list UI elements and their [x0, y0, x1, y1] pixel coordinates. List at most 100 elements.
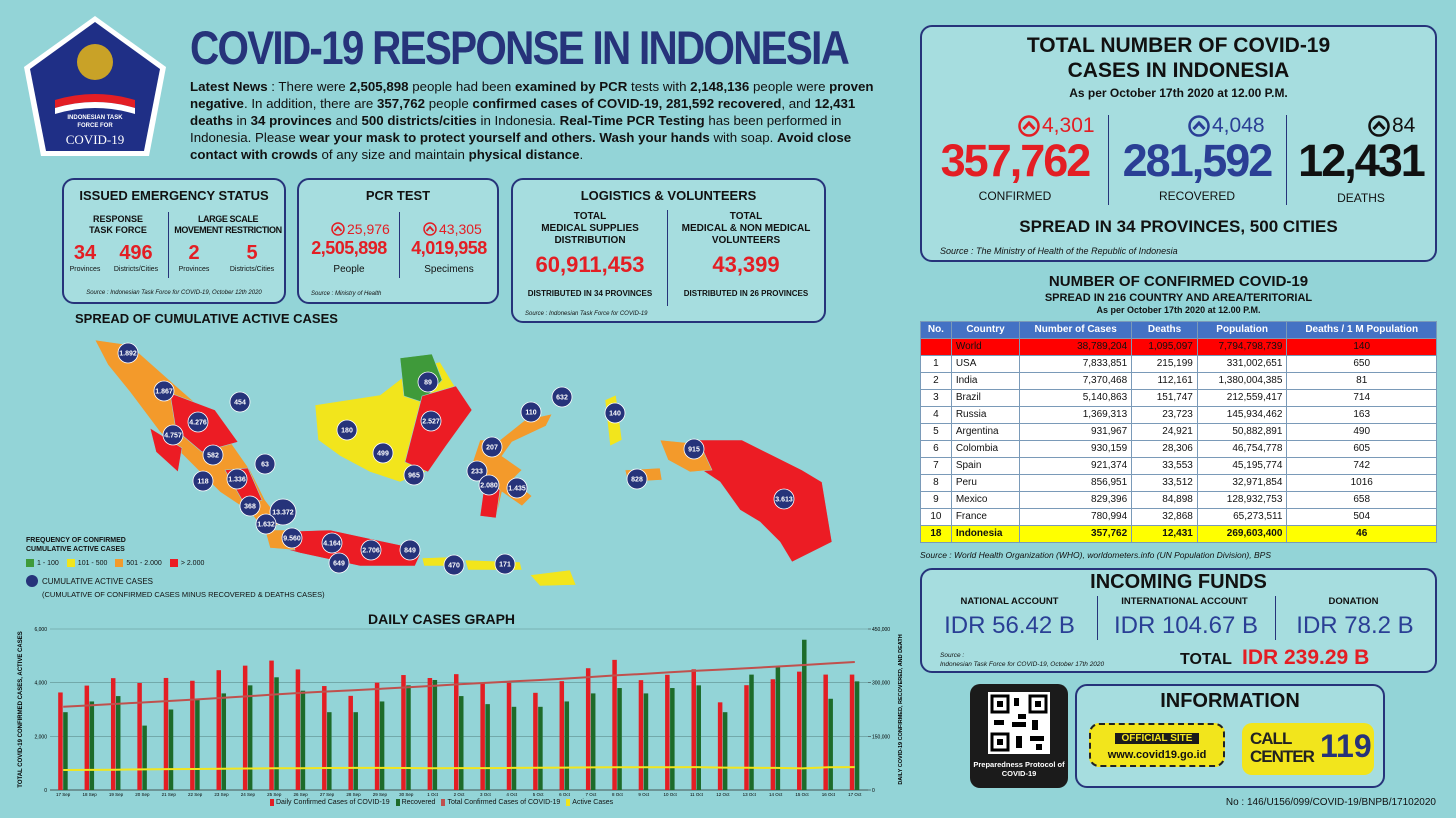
table-cell: 50,882,891: [1196, 423, 1288, 441]
bar: [379, 701, 385, 790]
asof: As per October 17th 2020 at 12.00 P.M.: [1096, 305, 1261, 315]
table-cell: 921,374: [1019, 457, 1133, 475]
bubble-label: 9.560: [283, 536, 301, 543]
legend-label: 501 - 2.000: [126, 559, 162, 567]
status-label: Districts/Cities: [113, 266, 159, 273]
table-subtitle: SPREAD IN 216 COUNTRY AND AREA/TERITORIA…: [1044, 292, 1313, 304]
pcr-value: 4,019,958: [411, 238, 487, 258]
bubble-label: 499: [377, 451, 389, 458]
table-row: 1 USA 7,833,851 215,199 331,002,651 650: [920, 355, 1437, 373]
table-cell: 18: [920, 525, 952, 543]
x-tick-label: 27 Sep: [320, 792, 335, 797]
table-cell: Spain: [950, 457, 1021, 475]
bar: [638, 680, 644, 790]
separator: [1275, 596, 1276, 640]
bar: [163, 677, 169, 790]
heading-line: MEDICAL SUPPLIES: [541, 223, 639, 234]
table-row: 2 India 7,370,468 112,161 1,380,004,385 81: [920, 372, 1437, 390]
bubble-label: 470: [448, 563, 460, 570]
table-cell: 5: [920, 423, 952, 441]
bubble-label: 207: [486, 445, 498, 452]
x-tick-label: 20 Sep: [135, 792, 150, 797]
table-cell: Colombia: [950, 440, 1021, 458]
table-cell: 742: [1286, 457, 1437, 475]
bar: [717, 702, 723, 790]
bar: [538, 706, 543, 790]
bar: [828, 698, 833, 790]
shape: [1368, 115, 1390, 137]
legend-item: Daily Confirmed Cases of COVID-19: [270, 799, 390, 806]
title-line: TOTAL NUMBER OF COVID-19: [1026, 34, 1331, 57]
table-cell: 650: [1286, 355, 1437, 373]
y2-tick-label: 300,000: [872, 681, 890, 687]
bar: [511, 706, 517, 790]
bar: [58, 692, 63, 790]
shape: [1012, 722, 1026, 727]
shape: [997, 701, 1003, 707]
map-bubble: [255, 513, 277, 535]
legend-swatch: [441, 799, 446, 806]
bubble-label: 915: [688, 447, 700, 454]
x-tick-label: 6 Oct: [559, 792, 571, 797]
table-cell: USA: [950, 355, 1021, 373]
up-icon: [423, 222, 437, 236]
status-label: Provinces: [69, 266, 101, 273]
table-cell: 3: [920, 389, 952, 407]
x-tick-label: 10 Oct: [663, 792, 677, 797]
column-header: Country: [950, 321, 1021, 339]
source: Source : World Health Organization (WHO)…: [920, 550, 1271, 560]
logistics-note: DISTRIBUTED IN 26 PROVINCES: [683, 289, 809, 298]
total-label: CONFIRMED: [978, 189, 1052, 203]
table-cell: Mexico: [950, 491, 1021, 509]
bar: [242, 665, 248, 790]
bar: [485, 704, 490, 790]
shape: [1018, 115, 1040, 137]
x-tick-label: 29 Sep: [373, 792, 388, 797]
table-cell: 4: [920, 406, 952, 424]
bubble-label: 233: [471, 469, 483, 476]
bar: [749, 674, 754, 790]
bubble-label: 89: [424, 380, 432, 387]
table-cell: 504: [1286, 508, 1437, 526]
table-cell: France: [950, 508, 1021, 526]
island: [681, 439, 833, 563]
x-tick-label: 7 Oct: [586, 792, 598, 797]
logo-flag: [55, 94, 135, 108]
line: [63, 766, 855, 772]
x-tick-label: 28 Sep: [346, 792, 361, 797]
logistics-heading: TOTAL MEDICAL & NON MEDICAL VOLUNTEERS: [669, 211, 823, 247]
bubble-label: 110: [525, 410, 536, 417]
y2-tick-label: 0: [872, 788, 875, 794]
change: 25,976: [347, 221, 390, 237]
news-text: .: [579, 147, 584, 162]
legend-line: FREQUENCY OF CONFIRMED: [26, 537, 126, 544]
table-cell: Brazil: [950, 389, 1021, 407]
news-text: . In addition, there are: [243, 96, 378, 111]
table-cell: 856,951: [1019, 474, 1133, 492]
news-text: : There were: [267, 79, 350, 94]
up-icon: [1018, 115, 1040, 137]
news-text: in: [232, 113, 251, 128]
bubble-label: 140: [609, 411, 621, 418]
box-title: INFORMATION: [1160, 690, 1300, 712]
table-cell: 357,762: [1019, 525, 1133, 543]
map: [94, 339, 833, 587]
legend-swatch: [566, 799, 571, 806]
bar: [322, 686, 327, 790]
footer: No : 146/U156/099/COVID-19/BNPB/17102020: [1225, 797, 1436, 808]
x-tick-label: 4 Oct: [506, 792, 518, 797]
x-tick-label: 11 Oct: [690, 792, 704, 797]
legend-label: 101 - 500: [77, 559, 108, 567]
x-tick-label: 1 Oct: [427, 792, 439, 797]
x-tick-label: 2 Oct: [454, 792, 466, 797]
legend-swatch: [66, 559, 75, 567]
legend-swatch: [395, 799, 400, 806]
news-text: Avoid close contact with crowds: [190, 130, 852, 162]
status-value: 2: [188, 242, 200, 264]
asof: As per October 17th 2020 at 12.00 P.M.: [1069, 86, 1288, 100]
news-text: 12,431 deaths: [190, 96, 856, 128]
shape: [1014, 698, 1019, 706]
table-cell: 490: [1286, 423, 1437, 441]
separator: [1097, 596, 1098, 640]
column-header: Deaths: [1131, 321, 1198, 339]
